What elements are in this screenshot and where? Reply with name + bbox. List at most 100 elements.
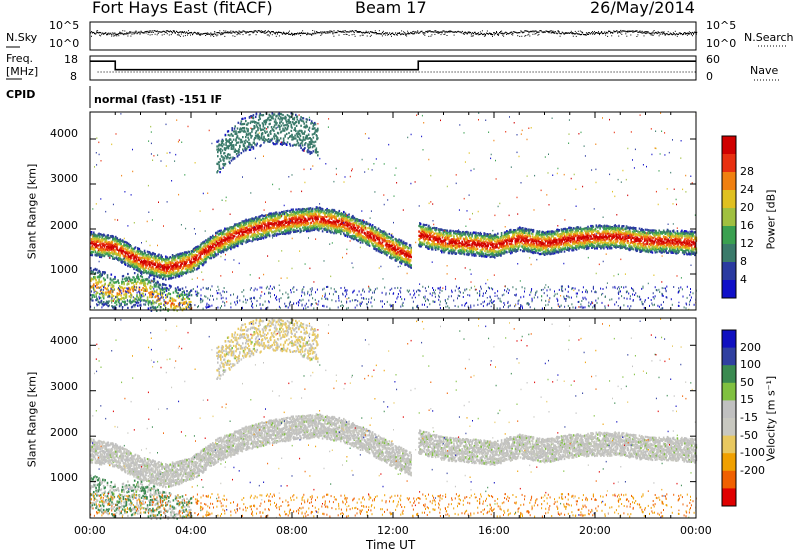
power-cell [190,270,192,274]
power-cell [215,253,217,256]
power-cell [180,271,182,274]
noise-search-point [525,35,527,36]
noise-search-point [522,32,524,34]
power-cell [326,221,328,224]
noise-search-point [173,30,175,32]
power-cell [298,224,300,227]
power-cell [234,227,237,230]
power-cell [263,220,266,223]
power-cell [382,246,384,249]
noise-sky-point [132,31,134,33]
noise-search-point [331,31,333,33]
power-cell [216,232,219,235]
noise-search-point [182,35,184,37]
power-cell [124,263,127,266]
noise-sky-point [141,31,143,34]
power-cell [247,233,250,236]
noise-search-point [321,33,323,35]
noise-search-point [100,35,102,37]
noise-sky-point [320,31,322,33]
power-cell [355,222,358,225]
power-cell [277,226,280,229]
power-cell [365,233,367,236]
power-cell [344,221,347,224]
power-cell [196,254,199,257]
power-cell [371,224,374,227]
power-cell [106,252,109,255]
noise-sky-point [264,30,266,32]
power-cell [91,241,94,244]
noise-sky-point [236,31,238,33]
noise-search-point [572,35,574,37]
noise-sky-point [209,33,211,35]
noise-search-point [637,34,639,36]
power-cell [395,254,397,257]
noise-sky-point [513,31,515,33]
noise-search-point [200,34,202,36]
noise-sky-point [90,32,92,34]
power-cell [258,226,260,229]
noise-search-point [170,34,172,36]
power-cell [290,230,292,234]
noise-search-point [653,30,655,31]
power-cell [93,240,96,243]
power-cell [422,227,424,230]
power-cell [288,224,291,227]
power-cell [264,221,266,224]
noise-search-point [551,30,553,32]
power-cell [165,278,167,281]
noise-search-point [688,31,690,33]
noise-sky-point [424,32,426,34]
noise-sky-point [430,31,432,33]
power-cell [152,259,154,263]
power-cell [433,240,435,243]
power-cell [326,224,328,228]
noise-sky-point [249,31,251,33]
power-cell [169,256,172,259]
power-cell [256,225,259,228]
power-cell [148,262,150,265]
noise-sky-point [562,32,564,34]
noise-search-point [598,31,599,33]
power-cell [185,272,187,275]
noise-sky-point [431,31,433,33]
power-cell [322,216,325,219]
noise-search-point [300,35,302,37]
power-cell [368,240,371,243]
power-cell [300,220,303,223]
noise-sky-point [299,32,301,35]
power-cell [330,231,332,234]
power-cell [319,208,322,211]
noise-sky-point [289,33,291,35]
noise-sky-point [186,31,188,33]
power-cell [343,229,346,233]
noise-search-point [282,32,284,34]
noise-sky-point [435,31,437,33]
noise-search-point [111,35,113,37]
power-cell [299,209,302,212]
noise-sky-point [449,31,451,33]
power-cell [298,222,300,225]
noise-sky-point [561,31,563,33]
power-cell [333,226,336,229]
noise-search-point [519,35,521,37]
power-cell [382,238,384,241]
noise-sky-point [368,32,370,34]
noise-sky-point [346,31,348,33]
power-cell [274,223,276,226]
power-cell [265,219,267,222]
power-cell [157,268,159,271]
power-cell [139,264,141,267]
noise-sky-point [528,31,530,33]
power-cell [100,256,103,259]
noise-search-point [329,30,331,32]
power-cell [276,233,278,236]
noise-sky-point [416,32,418,34]
power-cell [102,234,104,237]
power-cell [342,213,344,216]
noise-sky-point [124,33,126,35]
noise-search-point [644,32,646,34]
power-cell [166,256,169,259]
noise-search-point [696,33,697,35]
power-cell [263,226,266,229]
